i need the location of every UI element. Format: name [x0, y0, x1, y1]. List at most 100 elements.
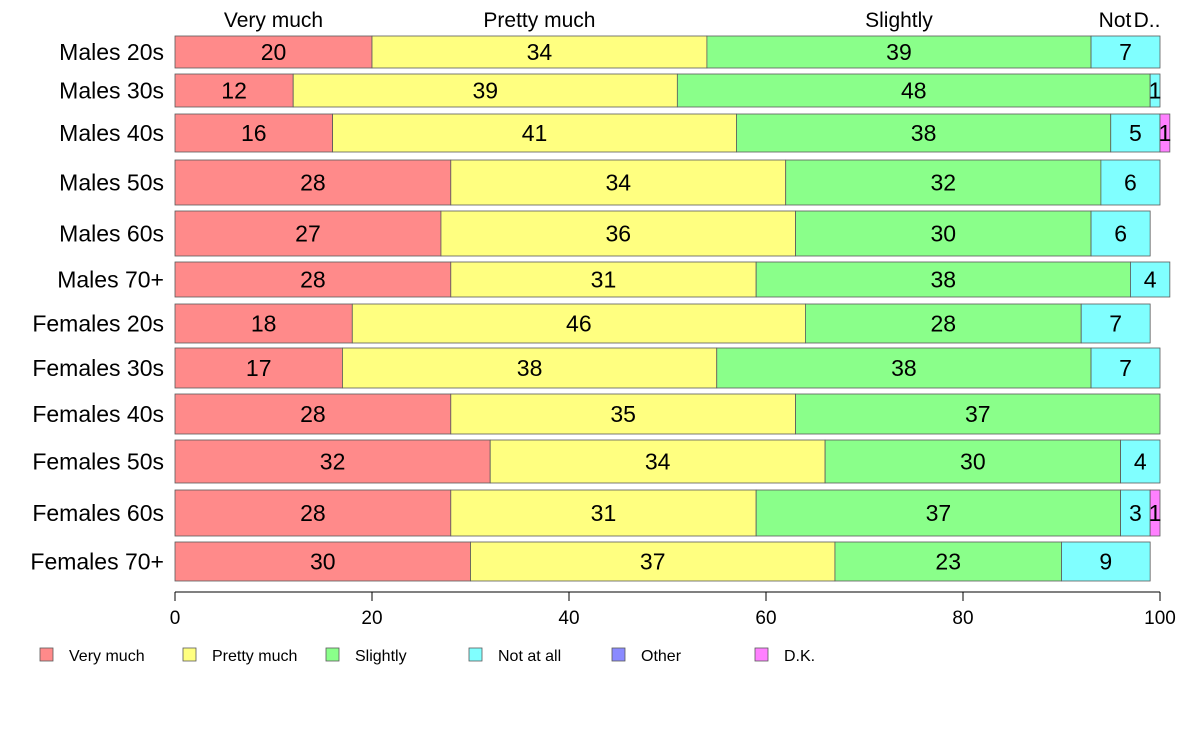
x-axis: 0 20 40 60 80 100	[170, 591, 1176, 629]
bar-segment	[174, 303, 353, 344]
data-label: 18	[251, 311, 277, 337]
legend-item: Pretty much	[182, 647, 297, 665]
data-label: 16	[241, 120, 267, 146]
data-label: 35	[610, 401, 636, 427]
bar-segment	[1120, 439, 1161, 484]
data-label: 7	[1109, 311, 1122, 337]
bar-segment	[795, 210, 1092, 257]
bar-segment	[1159, 113, 1171, 153]
bar-row: 28 35 37	[174, 393, 1161, 435]
legend-item: Slightly	[325, 647, 407, 665]
bar-segment	[1090, 35, 1161, 69]
legend-swatch	[611, 647, 626, 662]
data-label: 38	[931, 267, 957, 293]
bar-row: 30 37 23 9	[174, 541, 1151, 582]
bar-segment	[1080, 303, 1151, 344]
bar-segment	[1100, 159, 1161, 206]
data-label: 39	[472, 78, 498, 104]
data-label: 28	[300, 170, 326, 196]
bar-row: 28 34 32 6	[174, 159, 1161, 206]
bar-segment	[1110, 113, 1161, 153]
data-label: 1	[1149, 78, 1162, 104]
bar-segment	[351, 303, 806, 344]
bar-segment	[450, 393, 796, 435]
y-tick-label: Males 20s	[59, 39, 164, 65]
data-label: 3	[1129, 500, 1142, 526]
data-label: 38	[891, 355, 917, 381]
bar-segment	[1090, 347, 1161, 389]
x-tick-label: 20	[361, 608, 382, 629]
data-label: 7	[1119, 355, 1132, 381]
bar-segment	[755, 261, 1131, 298]
bars: 20 34 39 712 39 48 116 41 38 5 128 34 32 627 36 30 628 31…	[174, 35, 1172, 582]
bar-segment	[174, 113, 334, 153]
legend-item: Very much	[39, 647, 145, 665]
data-label: 28	[300, 267, 326, 293]
x-tick-label: 0	[170, 608, 181, 629]
data-label: 28	[931, 311, 957, 337]
data-label: 20	[261, 39, 287, 65]
legend-swatch	[182, 647, 197, 662]
y-tick-label: Males 50s	[59, 170, 164, 196]
y-axis-labels: Males 20s Males 30s Males 40s Males 50s Male…	[30, 39, 164, 575]
data-label: 37	[965, 401, 991, 427]
x-tick-label: 80	[952, 608, 973, 629]
data-label: 41	[522, 120, 548, 146]
bar-segment	[174, 73, 294, 108]
legend-label: Other	[641, 648, 682, 665]
data-label: 17	[246, 355, 272, 381]
bar-segment	[371, 35, 708, 69]
bar-segment	[736, 113, 1112, 153]
y-tick-label: Males 40s	[59, 120, 164, 146]
legend-label: Slightly	[355, 648, 407, 665]
legend-label: Pretty much	[212, 648, 297, 665]
bar-row: 28 31 37 3 1	[174, 489, 1161, 537]
data-label: 32	[931, 170, 957, 196]
bar-row: 18 46 28 7	[174, 303, 1151, 344]
data-label: 12	[221, 78, 247, 104]
x-tick-label: 100	[1144, 608, 1176, 629]
data-label: 28	[300, 401, 326, 427]
legend: Very much Pretty much Slightly Not at all Ot…	[39, 647, 815, 665]
bar-segment	[834, 541, 1062, 582]
y-tick-label: Males 30s	[59, 78, 164, 104]
bar-segment	[755, 489, 1122, 537]
data-label: 37	[926, 500, 952, 526]
bar-row: 12 39 48 1	[174, 73, 1162, 108]
top-label: Pretty much	[483, 9, 595, 32]
bar-segment	[332, 113, 737, 153]
data-label: 23	[935, 549, 961, 575]
bar-segment	[292, 73, 678, 108]
data-label: 34	[605, 170, 631, 196]
bar-segment	[174, 261, 452, 298]
data-label: 31	[591, 267, 617, 293]
y-tick-label: Females 70+	[30, 549, 164, 575]
data-label: 34	[645, 449, 671, 475]
bar-segment	[1130, 261, 1171, 298]
legend-label: D.K.	[784, 648, 815, 665]
bar-segment	[676, 73, 1151, 108]
bar-segment	[440, 210, 796, 257]
bar-row: 17 38 38 7	[174, 347, 1161, 389]
y-tick-label: Males 70+	[57, 267, 164, 293]
bar-row: 20 34 39 7	[174, 35, 1161, 69]
y-tick-label: Males 60s	[59, 221, 164, 247]
bar-segment	[795, 393, 1161, 435]
data-label: 32	[320, 449, 346, 475]
x-tick-label: 60	[755, 608, 776, 629]
bar-segment	[805, 303, 1082, 344]
legend-item: D.K.	[754, 647, 815, 665]
bar-segment	[1149, 73, 1161, 108]
y-tick-label: Females 60s	[32, 500, 164, 526]
y-tick-label: Females 50s	[32, 449, 164, 475]
bar-segment	[174, 210, 442, 257]
bar-segment	[470, 541, 836, 582]
data-label: 28	[300, 500, 326, 526]
y-tick-label: Females 20s	[32, 311, 164, 337]
data-label: 27	[295, 221, 321, 247]
data-label: 1	[1159, 120, 1172, 146]
bar-segment	[785, 159, 1102, 206]
top-label: Not	[1099, 9, 1132, 32]
data-label: 7	[1119, 39, 1132, 65]
